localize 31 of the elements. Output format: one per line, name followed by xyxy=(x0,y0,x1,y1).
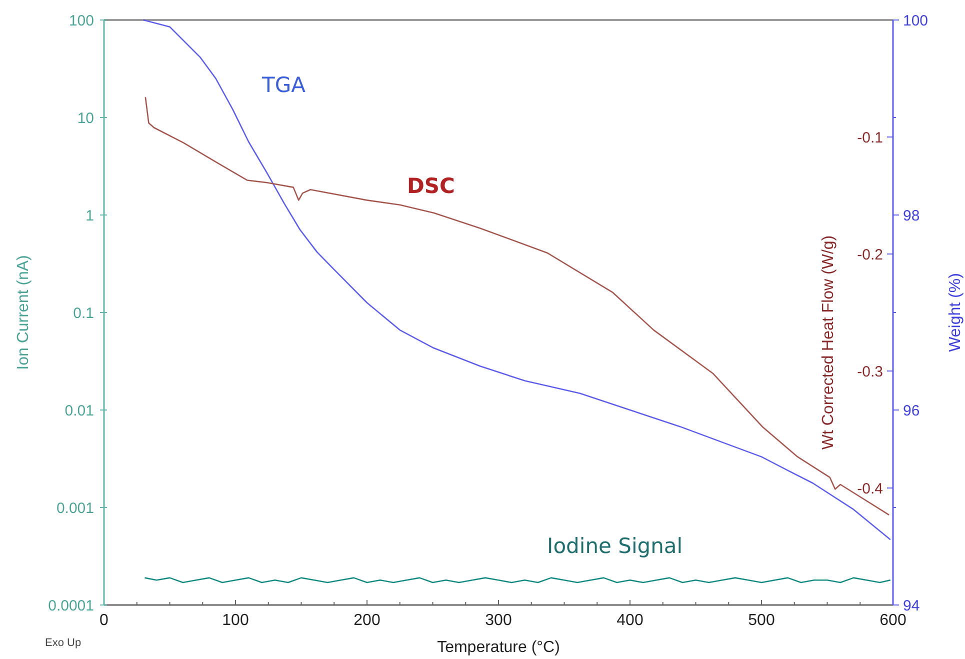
x-tick-label: 500 xyxy=(748,612,775,629)
y3-tick-label: -0.2 xyxy=(857,246,883,264)
y-tick-label: 1 xyxy=(86,207,94,224)
y3-axis-title: Wt Corrected Heat Flow (W/g) xyxy=(820,235,837,450)
y3-tick-label: -0.3 xyxy=(857,363,883,380)
line-series xyxy=(144,96,890,516)
y-tick-label: 0.01 xyxy=(64,402,94,420)
y2-tick-label: 100 xyxy=(903,12,928,30)
x-tick-label: 200 xyxy=(354,612,380,629)
y2-axis-title: Weight (%) xyxy=(947,273,964,352)
y-tick-label: 100 xyxy=(68,12,94,30)
x-axis-title: Temperature (°C) xyxy=(437,639,560,656)
x-tick-label: 400 xyxy=(616,612,644,629)
y-tick-label: 0.0001 xyxy=(48,597,94,614)
series-label: TGA xyxy=(261,73,306,97)
y3-tick-label: -0.4 xyxy=(857,480,883,498)
x-tick-label: 100 xyxy=(222,612,249,629)
y2-tick-label: 98 xyxy=(903,207,920,224)
series-label: DSC xyxy=(407,174,455,198)
y2-tick-label: 94 xyxy=(903,597,920,614)
series-label: Iodine Signal xyxy=(547,534,683,558)
y-tick-label: 0.1 xyxy=(73,304,94,322)
x-tick-label: 600 xyxy=(880,612,906,629)
y-tick-label: 0.001 xyxy=(56,500,94,517)
y3-tick-label: -0.1 xyxy=(857,129,883,146)
y-axis-title: Ion Current (nA) xyxy=(15,255,32,370)
x-tick-label: 300 xyxy=(485,612,512,629)
x-tick-label: 0 xyxy=(100,612,109,629)
y-tick-label: 10 xyxy=(77,110,94,127)
y2-tick-label: 96 xyxy=(903,402,920,420)
text: Exo Up xyxy=(45,637,82,649)
